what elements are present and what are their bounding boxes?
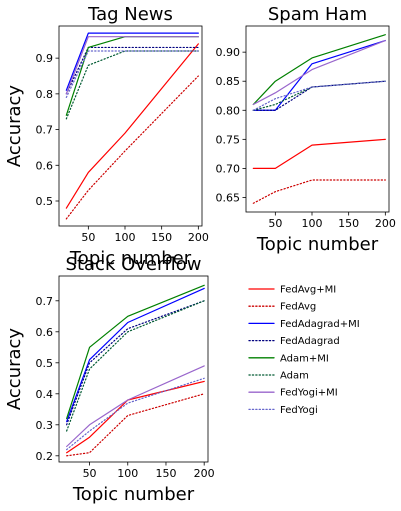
legend-label: FedAdagrad+MI — [280, 319, 360, 330]
series-line-fedyogi-plusmi — [252, 39, 386, 106]
legend-item-adam: Adam — [248, 371, 309, 382]
chart-tag-news: Tag News 50 100 150 200 0.5 0.6 0.7 0.8 0.9 Topic … — [4, 4, 209, 269]
x-tick-label: 200 — [375, 217, 396, 230]
series-line-adam — [252, 80, 386, 111]
legend-item-fedavg: FedAvg — [248, 302, 316, 313]
legend-label: Adam+MI — [280, 353, 329, 364]
y-tick-label: 0.5 — [36, 357, 54, 370]
series-line-adam-plusmi — [65, 36, 199, 116]
series-line-adam-plusmi — [252, 34, 386, 106]
series-line-fedavg-plusmi — [252, 138, 386, 170]
legend: FedAvg+MI FedAvg FedAdagrad+MI FedAdagrad Ad… — [248, 285, 360, 416]
chart-spam-ham: Spam Ham 50 100 150 200 0.65 0.70 0.75 0.80 0.85 0… — [216, 4, 396, 255]
series-line-fedavg — [65, 75, 199, 220]
chart-stack-overflow: Stack Overflow 50 100 150 200 0.2 0.3 0.4 0.5 0.6… — [4, 254, 215, 505]
y-tick-label: 0.4 — [36, 388, 54, 401]
plot-frame — [245, 25, 390, 213]
y-tick-label: 0.6 — [36, 159, 54, 172]
y-tick-label: 0.3 — [36, 419, 54, 432]
x-tick-label: 100 — [117, 467, 138, 480]
series-line-fedyogi — [65, 50, 199, 99]
y-tick-label: 0.85 — [216, 75, 241, 88]
series-line-fedadagrad — [252, 80, 386, 111]
series-line-fedavg — [252, 179, 386, 204]
plot-frame — [58, 25, 203, 227]
x-axis-title: Topic number — [69, 248, 192, 269]
series-line-fedadagrad-plusmi — [65, 32, 199, 91]
y-tick-label: 0.8 — [36, 88, 54, 101]
legend-item-fedyogi-plusmi: FedYogi+MI — [248, 388, 338, 399]
x-tick-label: 50 — [81, 231, 95, 244]
legend-label: FedYogi+MI — [280, 388, 338, 399]
series-line-fedadagrad-plusmi — [66, 287, 205, 423]
legend-item-fedadagrad: FedAdagrad — [248, 336, 340, 347]
legend-label: FedAdagrad — [280, 336, 340, 347]
series-line-fedadagrad-plusmi — [252, 39, 386, 111]
y-axis-title: Accuracy — [4, 85, 25, 168]
series-line-fedavg-plusmi — [65, 43, 199, 209]
y-tick-label: 0.90 — [216, 46, 241, 59]
series-line-fedavg — [66, 393, 205, 457]
legend-label: FedAvg+MI — [280, 285, 336, 296]
y-tick-label: 0.80 — [216, 104, 241, 117]
series-line-fedadagrad — [65, 46, 199, 95]
y-tick-label: 0.7 — [36, 124, 54, 137]
series-line-adam — [65, 50, 199, 120]
y-tick-label: 0.6 — [36, 326, 54, 339]
y-tick-label: 0.7 — [36, 295, 54, 308]
y-tick-label: 0.75 — [216, 133, 241, 146]
y-tick-label: 0.9 — [36, 52, 54, 65]
x-axis-title: Topic number — [72, 484, 195, 505]
series-line-fedadagrad — [66, 300, 205, 426]
series-line-fedyogi-plusmi — [65, 36, 199, 95]
x-tick-label: 50 — [83, 467, 97, 480]
legend-item-fedavg-plusmi: FedAvg+MI — [248, 285, 336, 296]
x-tick-label: 150 — [151, 231, 172, 244]
legend-item-adam-plusmi: Adam+MI — [248, 353, 329, 364]
y-axis-title: Accuracy — [4, 328, 25, 411]
chart-title: Tag News — [87, 4, 173, 25]
plot-frame — [58, 275, 209, 463]
series-line-fedyogi — [66, 377, 205, 451]
x-tick-label: 150 — [155, 467, 176, 480]
legend-label: FedYogi — [280, 405, 318, 416]
legend-label: FedAvg — [280, 302, 316, 313]
legend-label: Adam — [280, 371, 309, 382]
y-tick-label: 0.2 — [36, 450, 54, 463]
x-tick-label: 100 — [115, 231, 136, 244]
chart-title: Stack Overflow — [66, 254, 202, 275]
x-axis-title: Topic number — [256, 234, 379, 255]
x-tick-label: 50 — [268, 217, 282, 230]
chart-title: Spam Ham — [268, 4, 367, 25]
series-line-fedyogi — [252, 80, 386, 111]
series-line-adam — [66, 300, 205, 432]
legend-item-fedadagrad-plusmi: FedAdagrad+MI — [248, 319, 360, 330]
series-line-fedavg-plusmi — [66, 380, 205, 454]
series-line-fedyogi-plusmi — [66, 365, 205, 448]
y-tick-label: 0.65 — [216, 191, 241, 204]
series-line-adam-plusmi — [66, 284, 205, 420]
y-tick-label: 0.5 — [36, 195, 54, 208]
legend-item-fedyogi: FedYogi — [248, 405, 318, 416]
y-tick-label: 0.70 — [216, 162, 241, 175]
x-tick-label: 150 — [338, 217, 359, 230]
x-tick-label: 100 — [302, 217, 323, 230]
x-tick-label: 200 — [194, 467, 215, 480]
x-tick-label: 200 — [188, 231, 209, 244]
